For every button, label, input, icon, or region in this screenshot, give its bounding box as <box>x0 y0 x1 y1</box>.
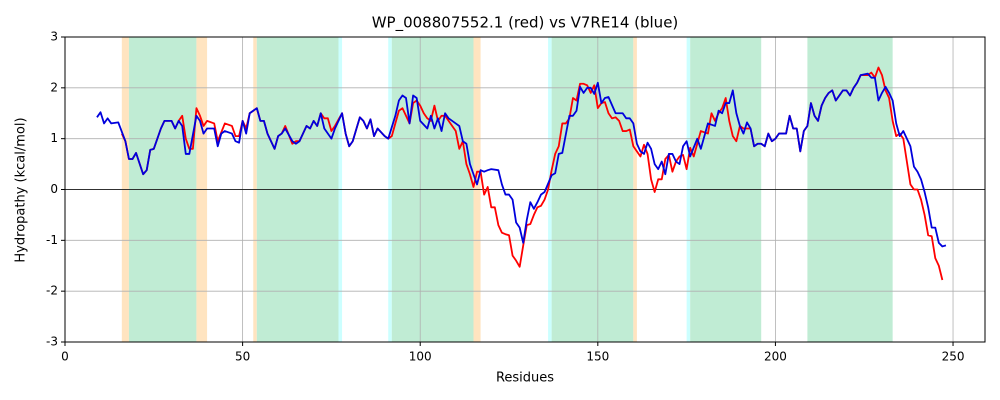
chart-title: WP_008807552.1 (red) vs V7RE14 (blue) <box>372 14 679 33</box>
x-tick-label: 250 <box>942 350 965 364</box>
y-tick-label: 3 <box>50 30 58 44</box>
y-tick-label: 2 <box>50 80 58 94</box>
x-tick-label: 0 <box>61 350 69 364</box>
x-tick-label: 200 <box>764 350 787 364</box>
y-tick-label: 0 <box>50 182 58 196</box>
x-tick-label: 50 <box>235 350 250 364</box>
y-axis-label: Hydropathy (kcal/mol) <box>14 117 29 262</box>
plot-frame <box>64 36 986 343</box>
y-tick-label: -1 <box>46 233 58 247</box>
plot-area <box>65 37 985 342</box>
x-tick-label: 100 <box>409 350 432 364</box>
y-tick-label: -3 <box>46 335 58 349</box>
x-tick-label: 150 <box>586 350 609 364</box>
y-tick-label: -2 <box>46 284 58 298</box>
axes: 0 50 100 150 200 250 -3 -2 -1 0 1 2 3 <box>46 30 986 364</box>
series-line <box>96 72 947 248</box>
x-axis-label: Residues <box>496 371 554 386</box>
y-tick-label: 1 <box>50 131 58 145</box>
